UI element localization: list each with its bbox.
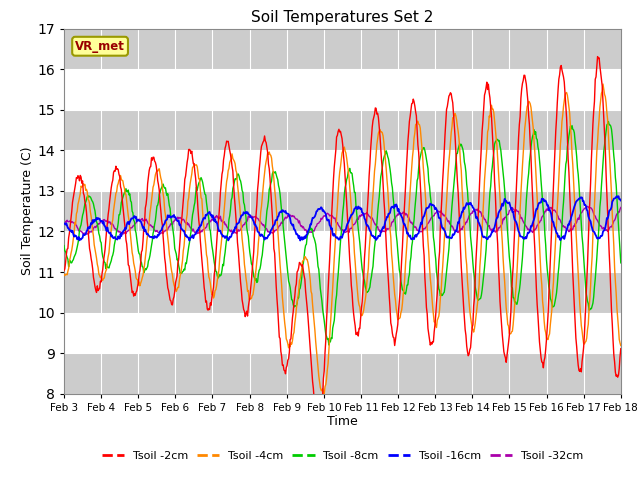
Bar [64,191,621,231]
Bar [64,272,621,312]
Bar [64,312,621,353]
Bar [64,69,621,110]
Legend: Tsoil -2cm, Tsoil -4cm, Tsoil -8cm, Tsoil -16cm, Tsoil -32cm: Tsoil -2cm, Tsoil -4cm, Tsoil -8cm, Tsoi… [97,446,588,466]
X-axis label: Time: Time [327,415,358,429]
Bar [64,110,621,150]
Bar [64,353,621,394]
Y-axis label: Soil Temperature (C): Soil Temperature (C) [22,147,35,276]
Bar [64,29,621,69]
Bar [64,150,621,191]
Text: VR_met: VR_met [75,40,125,53]
Bar [64,231,621,272]
Title: Soil Temperatures Set 2: Soil Temperatures Set 2 [252,10,433,25]
